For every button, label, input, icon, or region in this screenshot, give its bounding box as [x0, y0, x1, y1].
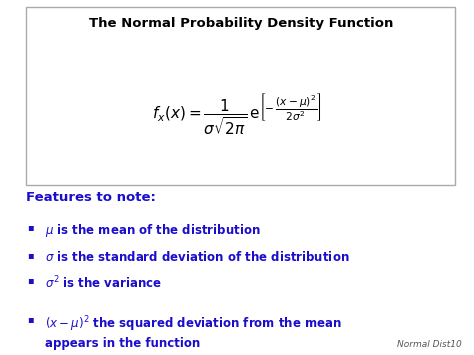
- Text: ▪: ▪: [27, 250, 34, 260]
- Text: Normal Dist10: Normal Dist10: [397, 340, 462, 349]
- Text: $f_x(x) = \dfrac{1}{\sigma\sqrt{2\pi}}\,\mathrm{e}^{\left[-\,\dfrac{(x-\mu)^2}{2: $f_x(x) = \dfrac{1}{\sigma\sqrt{2\pi}}\,…: [152, 93, 322, 138]
- Text: $\mu$ is the mean of the distribution: $\mu$ is the mean of the distribution: [45, 222, 261, 239]
- Text: ▪: ▪: [27, 222, 34, 232]
- Text: $\sigma$ is the standard deviation of the distribution: $\sigma$ is the standard deviation of th…: [45, 250, 350, 264]
- FancyBboxPatch shape: [26, 7, 455, 185]
- Text: ▪: ▪: [27, 275, 34, 285]
- Text: $\sigma^2$ is the variance: $\sigma^2$ is the variance: [45, 275, 162, 292]
- Text: $(x - \mu)^2$ the squared deviation from the mean
appears in the function: $(x - \mu)^2$ the squared deviation from…: [45, 314, 342, 350]
- Text: Features to note:: Features to note:: [26, 191, 156, 203]
- Text: ▪: ▪: [27, 314, 34, 324]
- Text: The Normal Probability Density Function: The Normal Probability Density Function: [89, 17, 393, 29]
